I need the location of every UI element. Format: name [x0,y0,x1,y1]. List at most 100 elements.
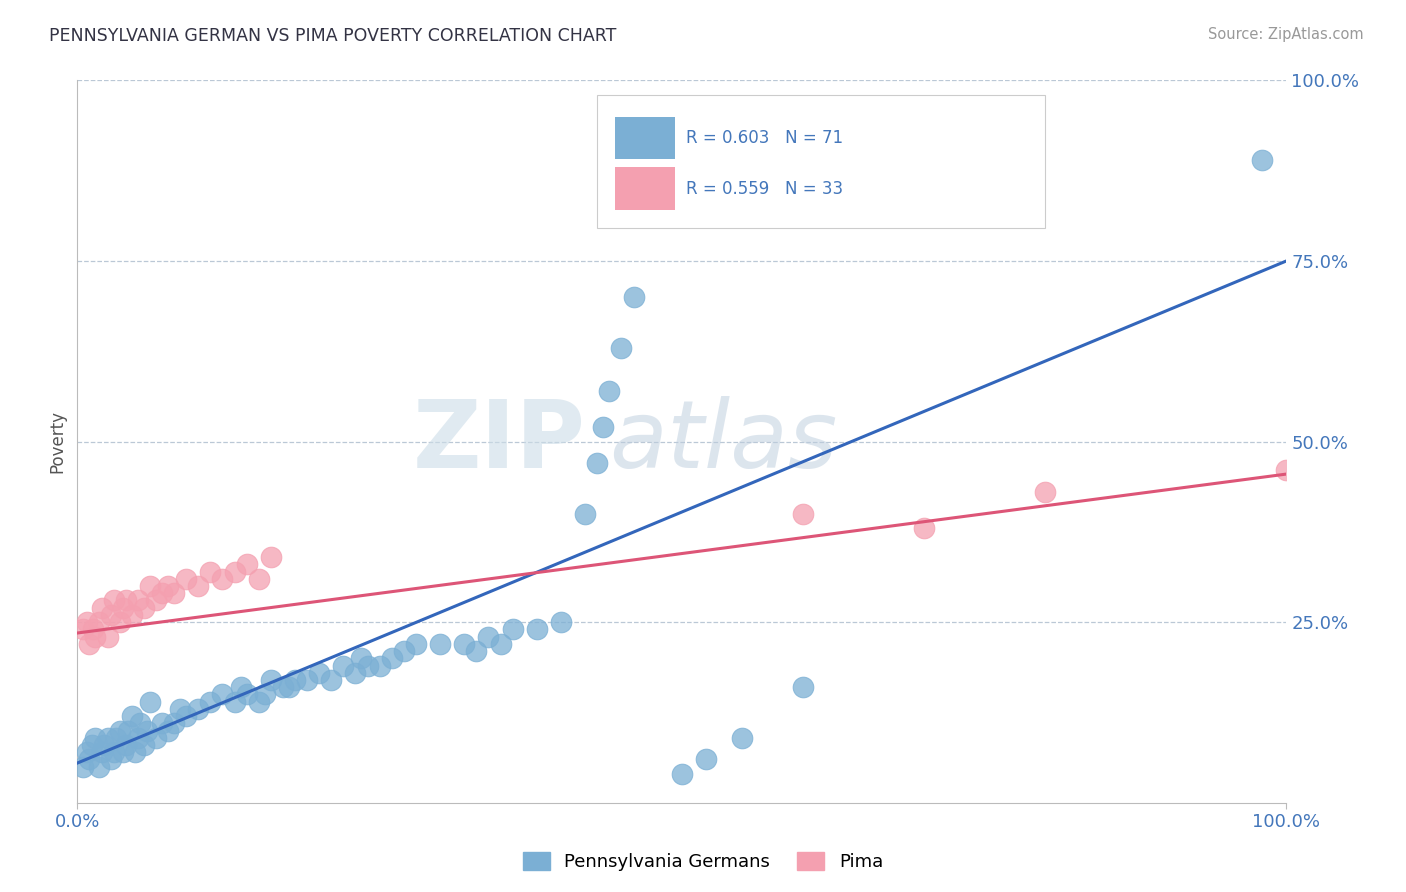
Point [356,658,378,673]
Point [350,651,373,665]
Point [93,738,115,752]
Point [127,731,149,745]
Point [145,593,167,607]
Point [132,600,155,615]
Point [136,723,159,738]
Text: Source: ZipAtlas.com: Source: ZipAtlas.com [1208,27,1364,42]
Point [368,658,391,673]
Text: PENNSYLVANIA GERMAN VS PIMA POVERTY CORRELATION CHART: PENNSYLVANIA GERMAN VS PIMA POVERTY CORR… [49,27,617,45]
Point [163,716,186,731]
Point [103,593,125,607]
Point [79,752,101,766]
Point [235,687,257,701]
Point [100,752,122,766]
Point [792,680,814,694]
Point [150,586,173,600]
FancyBboxPatch shape [616,117,675,160]
Point [105,731,128,745]
Point [695,752,717,766]
Point [224,565,246,579]
Point [792,507,814,521]
Point [381,651,404,665]
Point [295,673,318,687]
Point [90,745,112,759]
Point [321,673,343,687]
Point [100,607,122,622]
Text: ZIP: ZIP [412,395,585,488]
Point [200,565,222,579]
Point [76,615,98,630]
Point [392,644,415,658]
Point [139,579,162,593]
Text: R = 0.603   N = 71: R = 0.603 N = 71 [686,129,842,147]
Point [211,687,233,701]
Point [187,702,209,716]
Point [453,637,475,651]
Point [271,680,294,694]
Point [169,702,191,716]
Point [72,760,94,774]
Point [465,644,488,658]
Point [82,623,104,637]
Point [114,738,136,752]
Point [429,637,451,651]
Point [112,745,135,759]
Point [598,384,620,398]
Point [260,550,283,565]
Point [121,709,143,723]
Point [671,767,693,781]
Point [132,738,155,752]
Point [87,760,110,774]
FancyBboxPatch shape [598,95,1045,228]
Point [174,709,197,723]
Legend: Pennsylvania Germans, Pima: Pennsylvania Germans, Pima [516,845,890,879]
Point [550,615,572,630]
Point [124,745,146,759]
Point [253,687,276,701]
Point [87,615,110,630]
Point [117,723,139,738]
Point [96,630,118,644]
Point [229,680,252,694]
Point [574,507,596,521]
Point [76,745,98,759]
Point [108,723,131,738]
Point [108,615,131,630]
Point [332,658,354,673]
Point [90,600,112,615]
Y-axis label: Poverty: Poverty [48,410,66,473]
Point [260,673,283,687]
Point [139,695,162,709]
Point [912,521,935,535]
Point [247,572,270,586]
Point [145,731,167,745]
Point [80,738,103,752]
Point [731,731,754,745]
Point [586,456,609,470]
Point [502,623,524,637]
Point [623,290,645,304]
Point [1251,153,1274,167]
Point [157,723,180,738]
Point [1033,485,1056,500]
Point [79,637,101,651]
Point [127,593,149,607]
Point [96,731,118,745]
Point [174,572,197,586]
Point [405,637,427,651]
Text: R = 0.559   N = 33: R = 0.559 N = 33 [686,179,842,198]
Point [284,673,307,687]
Point [112,600,135,615]
Point [150,716,173,731]
Point [610,341,633,355]
Point [129,716,152,731]
Text: atlas: atlas [609,396,838,487]
Point [235,558,257,572]
Point [477,630,499,644]
Point [163,586,186,600]
Point [489,637,512,651]
Point [121,607,143,622]
FancyBboxPatch shape [616,168,675,210]
Point [187,579,209,593]
Point [308,665,330,680]
